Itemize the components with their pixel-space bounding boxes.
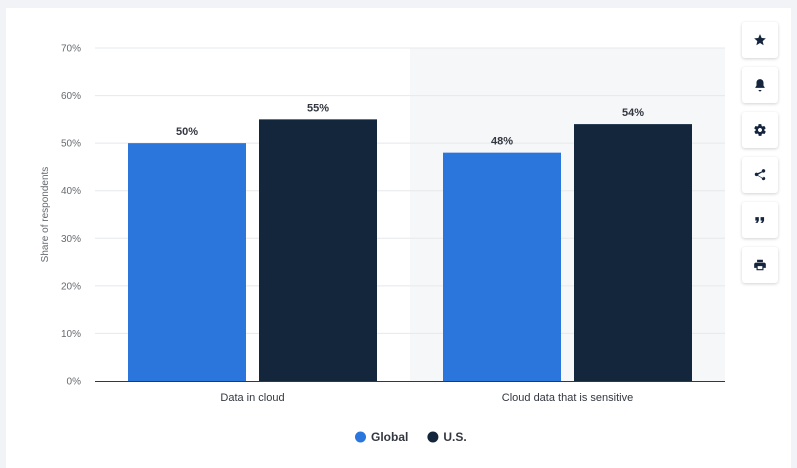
data-labels: 50% 55% 48% 54% [176, 102, 644, 147]
x-axis-categories: Data in cloud Cloud data that is sensitiv… [220, 392, 633, 404]
star-button[interactable] [742, 22, 778, 58]
x-category-label: Cloud data that is sensitive [502, 392, 633, 404]
data-label: 48% [491, 136, 513, 148]
bar-global-1 [443, 152, 561, 381]
y-tick-label: 40% [61, 186, 81, 197]
gear-icon [754, 124, 766, 136]
notification-button[interactable] [742, 67, 778, 103]
y-tick-label: 60% [61, 91, 81, 102]
share-icon [754, 169, 766, 181]
y-axis-title: Share of respondents [40, 167, 51, 263]
y-tick-label: 50% [61, 139, 81, 150]
data-label: 54% [622, 107, 644, 119]
chart-toolbar [742, 22, 778, 283]
legend[interactable]: Global U.S. [355, 430, 467, 444]
bars [128, 119, 692, 381]
settings-button[interactable] [742, 112, 778, 148]
share-button[interactable] [742, 157, 778, 193]
y-tick-label: 20% [61, 281, 81, 292]
y-tick-label: 70% [61, 44, 81, 55]
data-label: 50% [176, 126, 198, 138]
bar-chart: 0% 10% 20% 30% 40% 50% 60% 70% Share of respond… [40, 44, 725, 444]
bell-icon [755, 79, 765, 92]
y-tick-label: 0% [67, 377, 82, 388]
y-tick-label: 10% [61, 329, 81, 340]
star-icon [754, 34, 766, 46]
data-label: 55% [307, 102, 329, 114]
print-button[interactable] [742, 247, 778, 283]
legend-label: U.S. [443, 430, 466, 444]
bar-us-1 [574, 124, 692, 381]
quote-icon [755, 217, 765, 223]
legend-marker [427, 431, 439, 443]
bar-us-0 [259, 119, 377, 381]
y-tick-label: 30% [61, 234, 81, 245]
print-icon [754, 259, 766, 271]
y-axis-ticks: 0% 10% 20% 30% 40% 50% 60% 70% [61, 44, 81, 388]
x-category-label: Data in cloud [220, 392, 284, 404]
legend-marker [355, 431, 366, 443]
legend-label: Global [371, 430, 408, 444]
bar-global-0 [128, 143, 246, 381]
cite-button[interactable] [742, 202, 778, 238]
